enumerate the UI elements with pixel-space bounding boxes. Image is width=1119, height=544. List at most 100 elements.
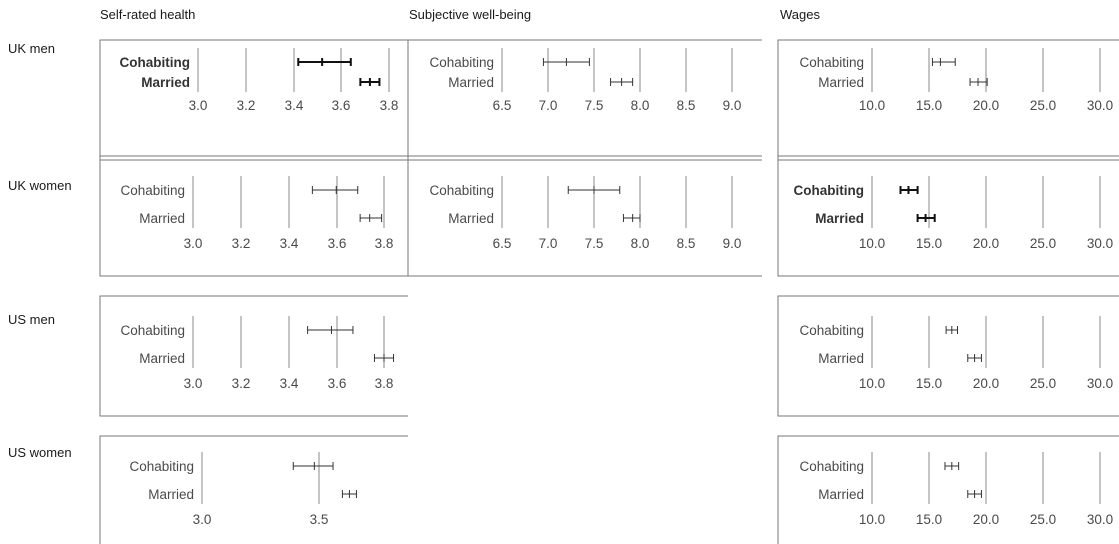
tick-label: 15.0 [916, 236, 942, 251]
errorbar-married [341, 490, 357, 498]
panel-frame [777, 39, 1119, 161]
tick-label: 3.0 [184, 236, 203, 251]
errorbar-married [967, 354, 982, 362]
errorbar-married [967, 490, 982, 498]
category-label-married: Married [139, 211, 185, 226]
tick-label: 6.5 [493, 98, 512, 113]
tick-label: 9.0 [723, 98, 742, 113]
category-label-cohabiting: Cohabiting [799, 55, 864, 70]
errorbar-cohabiting [542, 58, 590, 66]
tick-label: 15.0 [916, 98, 942, 113]
tick-label: 20.0 [973, 512, 999, 527]
errorbar-cohabiting [945, 326, 958, 334]
errorbar-cohabiting [307, 326, 354, 334]
category-label-married: Married [448, 211, 494, 226]
panel-frame [777, 435, 1119, 544]
tick-label: 3.2 [232, 376, 251, 391]
tick-label: 8.0 [631, 98, 650, 113]
tick-label: 3.6 [328, 376, 347, 391]
row-label-uk-men: UK men [8, 41, 55, 56]
tick-label: 20.0 [973, 376, 999, 391]
tick-label: 3.6 [328, 236, 347, 251]
panel-us-men-self-rated-health: 3.0 3.2 3.4 3.6 3.8 Cohabiting Married [99, 295, 408, 417]
tick-label: 10.0 [859, 236, 885, 251]
panel-frame [777, 295, 1119, 417]
errorbar-cohabiting [567, 186, 621, 194]
category-label-married: Married [148, 487, 194, 502]
category-label-cohabiting: Cohabiting [794, 183, 865, 198]
tick-label: 6.5 [493, 236, 512, 251]
category-label-married: Married [818, 75, 864, 90]
panel-frame [777, 155, 1119, 277]
column-title-self-rated-health: Self-rated health [100, 7, 195, 22]
tick-label: 30.0 [1087, 512, 1113, 527]
column-title-subjective-well-being: Subjective well-being [409, 7, 531, 22]
tick-label: 8.5 [677, 236, 696, 251]
row-label-uk-women: UK women [8, 178, 72, 193]
panel-frame [99, 39, 408, 161]
tick-label: 7.5 [585, 236, 604, 251]
category-label-cohabiting: Cohabiting [120, 183, 185, 198]
tick-label: 3.2 [232, 236, 251, 251]
category-label-married: Married [818, 351, 864, 366]
errorbar-cohabiting [944, 462, 960, 470]
errorbar-cohabiting [297, 58, 352, 66]
tick-label: 3.5 [310, 512, 329, 527]
errorbar-cohabiting [311, 186, 359, 194]
tick-label: 15.0 [916, 512, 942, 527]
tick-label: 10.0 [859, 512, 885, 527]
panel-uk-women-self-rated-health: 3.0 3.2 3.4 3.6 3.8 Cohabiting Married [99, 155, 408, 277]
tick-label: 25.0 [1030, 236, 1056, 251]
category-label-married: Married [139, 351, 185, 366]
row-label-us-men: US men [8, 312, 55, 327]
errorbar-married [622, 214, 641, 222]
panel-frame [407, 155, 762, 277]
panel-us-women-self-rated-health: 3.0 3.5 Cohabiting Married [99, 435, 408, 544]
errorbar-cohabiting [899, 186, 919, 194]
tick-label: 15.0 [916, 376, 942, 391]
panel-us-women-wages: 10.0 15.0 20.0 25.0 30.0 Cohabiting Married [777, 435, 1119, 544]
tick-label: 10.0 [859, 376, 885, 391]
panel-uk-men-subjective-well-being: 6.5 7.0 7.5 8.0 8.5 9.0 Cohabiting Married [407, 39, 762, 161]
tick-label: 3.8 [380, 98, 399, 113]
tick-label: 25.0 [1030, 376, 1056, 391]
tick-label: 3.0 [193, 512, 212, 527]
tick-label: 8.5 [677, 98, 696, 113]
category-label-married: Married [141, 75, 190, 90]
category-label-married: Married [448, 75, 494, 90]
tick-label: 30.0 [1087, 236, 1113, 251]
tick-label: 3.4 [280, 236, 299, 251]
tick-label: 3.8 [375, 376, 394, 391]
tick-label: 3.0 [189, 98, 208, 113]
panels: 3.0 3.2 3.4 3.6 3.8 Cohabiting Married 6.5 7.0 7.… [99, 39, 1119, 544]
tick-label: 3.6 [332, 98, 351, 113]
errorbar-married [969, 78, 988, 86]
panel-frame [99, 155, 408, 277]
errorbar-married [373, 354, 395, 362]
tick-label: 8.0 [631, 236, 650, 251]
tick-label: 3.4 [285, 98, 304, 113]
category-label-cohabiting: Cohabiting [799, 459, 864, 474]
category-label-cohabiting: Cohabiting [429, 55, 494, 70]
category-label-married: Married [815, 211, 864, 226]
tick-label: 30.0 [1087, 376, 1113, 391]
panel-uk-women-subjective-well-being: 6.5 7.0 7.5 8.0 8.5 9.0 Cohabiting Married [407, 155, 762, 277]
errorbar-married [359, 214, 383, 222]
tick-label: 20.0 [973, 236, 999, 251]
panel-frame [99, 435, 408, 544]
errorbar-married [610, 78, 634, 86]
row-label-us-women: US women [8, 445, 72, 460]
errorbar-married [916, 214, 936, 222]
category-label-cohabiting: Cohabiting [120, 323, 185, 338]
tick-label: 9.0 [723, 236, 742, 251]
tick-label: 3.4 [280, 376, 299, 391]
tick-label: 25.0 [1030, 98, 1056, 113]
panel-uk-men-self-rated-health: 3.0 3.2 3.4 3.6 3.8 Cohabiting Married [99, 39, 408, 161]
category-label-cohabiting: Cohabiting [129, 459, 194, 474]
column-title-wages: Wages [780, 7, 820, 22]
category-label-cohabiting: Cohabiting [799, 323, 864, 338]
panel-frame [407, 39, 762, 161]
tick-label: 7.5 [585, 98, 604, 113]
category-label-married: Married [818, 487, 864, 502]
errorbar-married [359, 78, 381, 86]
